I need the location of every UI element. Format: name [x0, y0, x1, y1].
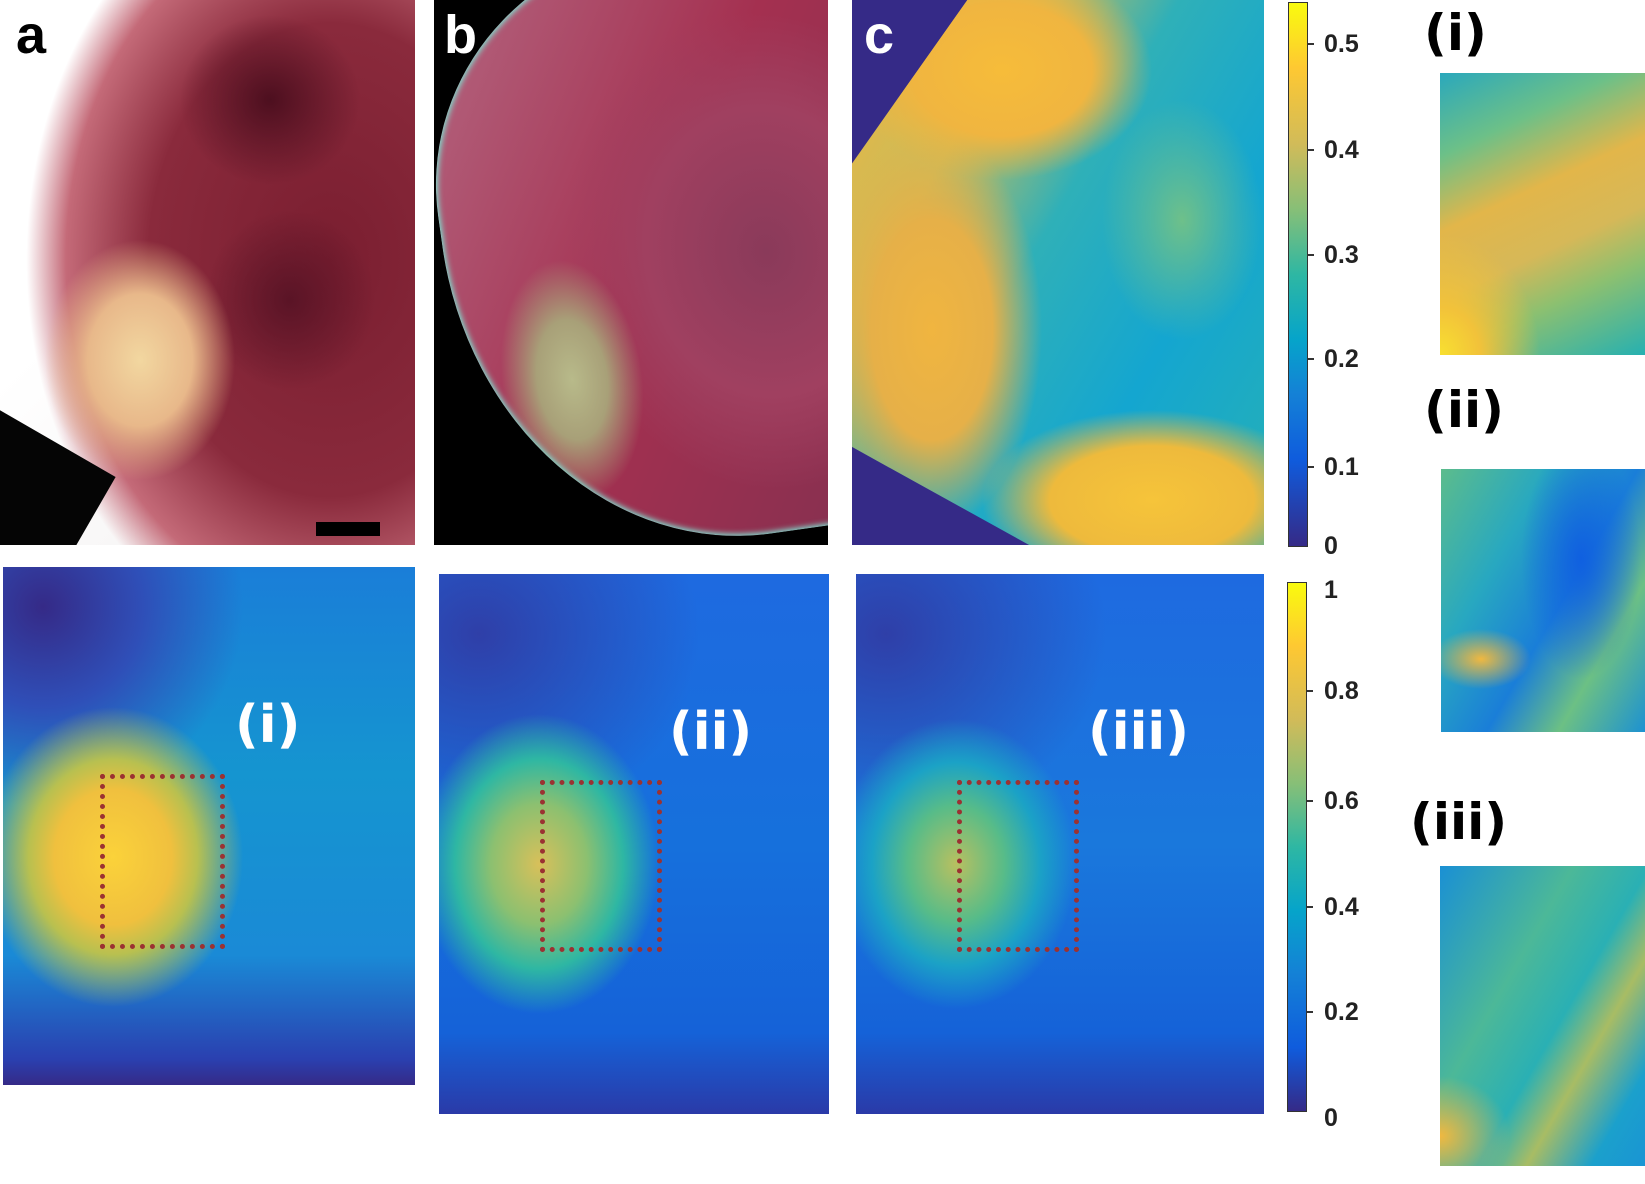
panel-bottom-ii-heatmap: (ii) — [439, 574, 829, 1114]
inset-ii-heatmap — [1441, 469, 1645, 732]
dark-corner — [0, 407, 116, 545]
colorbar-top-tick: 0.1 — [1324, 453, 1359, 481]
tick-mark — [1307, 906, 1313, 908]
colorbar-top-tick: 0.5 — [1324, 30, 1359, 58]
roi-label-i: (i) — [235, 695, 301, 755]
inset-i-heatmap — [1440, 73, 1645, 355]
panel-label-a: a — [16, 5, 47, 65]
roi-box-i — [100, 774, 225, 949]
colorbar-bottom-tick: 1 — [1324, 576, 1338, 604]
colorbar-bottom-tick: 0.6 — [1324, 787, 1359, 815]
tick-mark — [1308, 149, 1314, 151]
tick-mark — [1308, 254, 1314, 256]
tissue-composite — [434, 0, 828, 545]
colorbar-bottom-tick: 0 — [1324, 1104, 1338, 1132]
panel-c-heatmap: c — [852, 0, 1264, 545]
panel-b-composite: b — [434, 0, 828, 545]
scale-bar — [316, 522, 380, 536]
roi-box-iii — [957, 780, 1079, 952]
heatmap-field — [852, 0, 1264, 545]
tick-mark — [1308, 43, 1314, 45]
colorbar-top-tick: 0.2 — [1324, 345, 1359, 373]
panel-label-b: b — [444, 5, 477, 65]
inset-label-i: (i) — [1424, 4, 1487, 62]
tick-mark — [1307, 800, 1313, 802]
panel-bottom-iii-heatmap: (iii) — [856, 574, 1264, 1114]
tick-mark — [1307, 690, 1313, 692]
roi-label-iii: (iii) — [1088, 702, 1190, 762]
colorbar-bottom-tick: 0.8 — [1324, 677, 1359, 705]
colorbar-bottom-tick: 0.4 — [1324, 893, 1359, 921]
tick-mark — [1308, 358, 1314, 360]
colorbar-bottom-tick: 0.2 — [1324, 998, 1359, 1026]
inset-label-iii: (iii) — [1410, 793, 1508, 851]
inset-iii-heatmap — [1440, 866, 1645, 1166]
colorbar-top-tick: 0.3 — [1324, 241, 1359, 269]
colorbar-top — [1288, 2, 1308, 547]
roi-box-ii — [540, 780, 662, 952]
tick-mark — [1308, 466, 1314, 468]
colorbar-top-tick: 0 — [1324, 532, 1338, 560]
panel-label-c: c — [864, 5, 895, 65]
panel-a-photograph: a — [0, 0, 415, 545]
tick-mark — [1307, 1011, 1313, 1013]
roi-label-ii: (ii) — [669, 702, 753, 762]
colorbar-top-tick: 0.4 — [1324, 136, 1359, 164]
inset-label-ii: (ii) — [1424, 381, 1504, 439]
colorbar-bottom — [1287, 582, 1307, 1112]
panel-bottom-i-heatmap: (i) — [3, 567, 415, 1085]
